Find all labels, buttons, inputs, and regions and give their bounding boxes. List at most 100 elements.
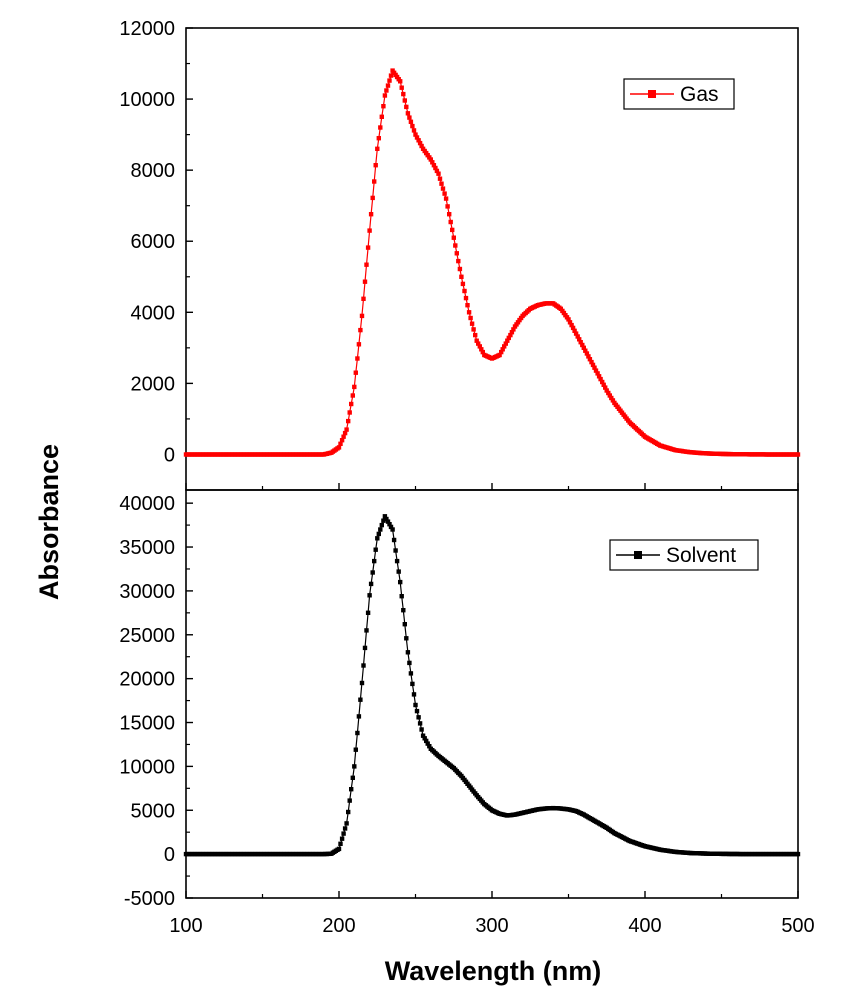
data-point <box>420 733 426 738</box>
y-tick-label: 0 <box>164 844 175 866</box>
data-point <box>355 356 360 361</box>
data-point <box>466 310 472 315</box>
data-point <box>350 775 355 780</box>
data-point <box>364 628 369 633</box>
y-tick-label: 6000 <box>131 231 176 253</box>
data-point <box>450 227 455 233</box>
data-point <box>378 527 383 532</box>
legend-label: Gas <box>680 83 719 106</box>
data-point <box>607 393 612 398</box>
data-point <box>365 245 371 250</box>
data-point <box>413 132 418 137</box>
y-tick-label: 0 <box>164 444 175 466</box>
data-point <box>367 593 372 598</box>
data-point <box>405 650 411 655</box>
data-point <box>379 522 384 528</box>
data-point <box>342 430 348 436</box>
data-point <box>460 281 466 287</box>
x-tick-label: 200 <box>322 915 355 937</box>
data-point <box>795 452 801 457</box>
data-point <box>353 370 358 375</box>
data-point <box>604 388 609 393</box>
data-point <box>598 376 603 382</box>
data-point <box>442 191 447 196</box>
data-point <box>419 727 424 732</box>
data-point <box>381 104 386 109</box>
legend-marker <box>648 90 656 98</box>
data-point <box>379 114 384 119</box>
data-point <box>404 104 409 110</box>
y-tick-label: 15000 <box>119 713 175 735</box>
y-tick-label: 4000 <box>131 302 176 324</box>
data-point <box>382 514 388 519</box>
data-point <box>353 747 358 752</box>
data-point <box>339 836 345 841</box>
data-point <box>600 379 605 385</box>
data-point <box>577 337 582 342</box>
data-point <box>445 204 450 209</box>
data-point <box>427 744 432 749</box>
data-point <box>382 93 388 98</box>
data-point <box>428 157 433 162</box>
data-point <box>437 176 443 181</box>
data-point <box>503 341 508 346</box>
data-point <box>376 136 381 141</box>
data-point <box>795 851 801 857</box>
data-point <box>362 279 368 284</box>
y-tick-label: 35000 <box>119 537 175 559</box>
data-point <box>508 332 513 338</box>
data-point <box>375 536 380 541</box>
x-axis-title: Wavelength (nm) <box>385 956 602 986</box>
x-tick-label: 500 <box>781 915 814 937</box>
data-point <box>336 445 342 450</box>
y-tick-label: 8000 <box>131 160 176 182</box>
data-point <box>339 438 345 443</box>
data-point <box>365 610 371 615</box>
data-point <box>350 393 355 398</box>
data-point <box>398 79 403 84</box>
data-point <box>361 663 366 668</box>
y-tick-label: 40000 <box>119 493 175 515</box>
data-point <box>453 243 458 248</box>
y-axis-title: Absorbance <box>34 444 64 600</box>
data-point <box>595 371 600 376</box>
data-point <box>401 608 406 613</box>
data-point <box>505 338 510 343</box>
data-point <box>385 519 391 524</box>
data-point <box>362 645 368 651</box>
data-point <box>570 325 576 331</box>
chart-panel-1: 0 2000 4000 6000 8000 10000 12000 Gas <box>119 18 801 491</box>
data-point <box>401 91 406 97</box>
data-point <box>422 736 427 741</box>
data-point <box>388 73 394 78</box>
data-point <box>381 518 386 523</box>
data-point <box>463 295 469 301</box>
series-markers-gas <box>183 68 801 457</box>
data-point <box>396 569 401 574</box>
data-point <box>603 385 608 390</box>
data-point <box>477 344 482 349</box>
data-point <box>372 558 377 564</box>
data-point <box>474 338 479 343</box>
data-point <box>402 622 407 627</box>
data-point <box>578 340 583 345</box>
data-point <box>391 537 397 543</box>
data-point <box>352 384 357 390</box>
data-point <box>587 357 593 362</box>
data-point <box>509 330 515 335</box>
data-point <box>500 347 505 352</box>
data-point <box>462 288 467 294</box>
data-point <box>451 235 456 240</box>
data-point <box>433 165 438 171</box>
data-point <box>358 327 363 333</box>
data-point <box>601 382 606 387</box>
data-point <box>387 522 392 527</box>
data-point <box>416 138 421 143</box>
data-point <box>497 352 502 358</box>
data-point <box>589 359 594 365</box>
y-tick-label: -5000 <box>124 888 175 910</box>
legend-marker <box>634 551 642 559</box>
data-point <box>390 527 395 532</box>
data-point <box>592 365 597 370</box>
